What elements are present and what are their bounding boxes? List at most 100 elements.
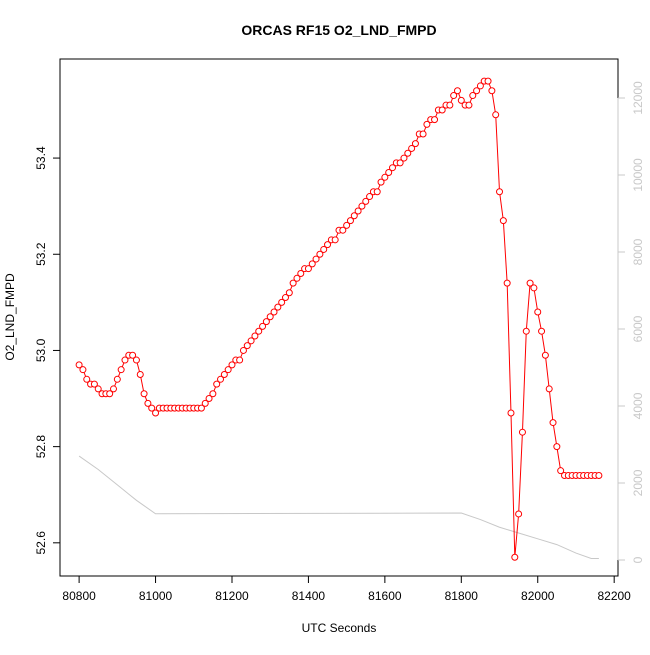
y2-tick-label: 12000 [631,81,645,115]
y2-tick-label: 8000 [631,238,645,265]
data-point [408,144,416,152]
data-point [297,269,305,277]
x-tick-label: 81800 [445,589,479,603]
x-tick-label: 82000 [521,589,555,603]
x-tick-label: 81200 [215,589,249,603]
data-point [492,111,500,119]
x-tick-label: 82200 [597,589,631,603]
data-point [346,217,354,225]
data-point [423,120,431,128]
data-point [522,327,530,335]
data-point [320,245,328,253]
data-point [400,154,408,162]
data-point [217,375,225,383]
data-point [247,337,255,345]
data-point [350,212,358,220]
data-point [148,404,156,412]
data-point [308,260,316,268]
data-point [121,356,129,364]
data-point [431,116,439,124]
altitude-line [78,455,599,559]
data-point [354,207,362,215]
x-tick-label: 81600 [368,589,402,603]
data-point [274,303,282,311]
y-tick-label: 52.6 [34,531,48,555]
data-point [404,149,412,157]
data-point [152,409,160,417]
data-point [106,390,114,398]
data-point [289,279,297,287]
data-point [129,351,137,359]
data-point [366,193,374,201]
y-tick-label: 53.2 [34,242,48,266]
data-point [197,404,205,412]
data-point [389,164,397,172]
data-point [496,188,504,196]
data-point [358,202,366,210]
data-point [205,395,213,403]
data-point [255,327,263,335]
x-tick-label: 81400 [292,589,326,603]
data-point [553,443,561,451]
data-point [453,87,461,95]
data-point [251,332,259,340]
data-point [373,188,381,196]
data-point [239,346,247,354]
data-point [457,96,465,104]
data-point [110,385,118,393]
data-point [476,82,484,90]
data-point [213,380,221,388]
data-point [293,274,301,282]
y2-tick-label: 6000 [631,315,645,342]
data-point [450,92,458,100]
data-point [140,390,148,398]
data-point [499,217,507,225]
data-point [266,313,274,321]
data-point [484,77,492,85]
data-point [465,101,473,109]
data-point [381,173,389,181]
y-axis-label: O2_LND_FMPD [3,273,17,361]
data-point [595,471,603,479]
data-point [473,87,481,95]
data-point [117,366,125,374]
data-point [243,342,251,350]
data-point [209,390,217,398]
data-point [518,428,526,436]
data-point [144,399,152,407]
y-tick-label: 53.4 [34,146,48,170]
data-point [339,226,347,234]
data-point [488,87,496,95]
data-point [331,236,339,244]
data-point [259,322,267,330]
data-point [411,140,419,148]
data-point [75,361,83,369]
data-point [136,370,144,378]
y2-tick-label: 0 [631,556,645,563]
data-point [312,255,320,263]
data-point [220,370,228,378]
data-point [396,159,404,167]
data-point [201,399,209,407]
data-point [362,197,370,205]
data-point [324,241,332,249]
data-point [83,375,91,383]
data-point [316,250,324,258]
data-point [419,130,427,138]
data-point [469,92,477,100]
data-point [281,294,289,302]
data-point [278,298,286,306]
y2-tick-label: 2000 [631,469,645,496]
data-point [515,510,523,518]
data-point [446,101,454,109]
data-point [557,467,565,475]
data-point [228,361,236,369]
data-point [507,409,515,417]
data-point [530,284,538,292]
data-point [526,279,534,287]
data-point [534,308,542,316]
data-point [236,356,244,364]
data-point [385,168,393,176]
